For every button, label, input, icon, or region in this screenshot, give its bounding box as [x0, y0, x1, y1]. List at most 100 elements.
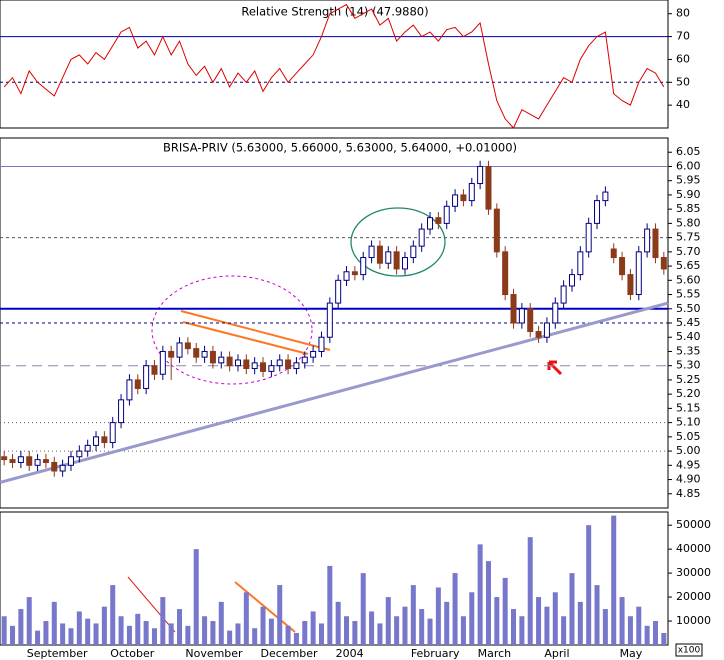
y-tick-label: 6.05 — [676, 145, 701, 158]
volume-panel — [0, 511, 669, 646]
volume-bar — [369, 611, 375, 645]
candle-body — [610, 248, 617, 259]
volume-bar — [151, 628, 157, 645]
annotation-line — [180, 310, 331, 351]
candle-body — [368, 245, 375, 259]
volume-bar — [586, 525, 592, 645]
candle-body — [243, 359, 250, 370]
volume-bar — [202, 616, 208, 645]
candle-body — [401, 257, 408, 270]
candle-body — [226, 356, 233, 367]
y-tick-label: 5.65 — [676, 259, 701, 272]
volume-bar — [110, 585, 116, 645]
candle-body — [410, 245, 417, 259]
x-tick-label: December — [261, 647, 319, 660]
candle-body — [335, 279, 342, 304]
volume-bar — [126, 625, 132, 645]
volume-bar — [519, 616, 525, 645]
candle-body — [168, 350, 175, 358]
volume-bar — [360, 573, 366, 645]
volume-bar — [511, 609, 517, 645]
x-tick-label: November — [185, 647, 243, 660]
y-tick-label: 4.85 — [676, 487, 701, 500]
trendline — [0, 301, 669, 484]
candle-body — [460, 194, 467, 202]
candle-body — [393, 251, 400, 270]
volume-bar — [494, 597, 500, 645]
candle-body — [201, 350, 208, 358]
candle-body — [143, 365, 150, 389]
annotation-ellipse — [151, 275, 313, 385]
candle-body — [376, 245, 383, 264]
volume-bar — [285, 625, 291, 645]
volume-bar — [26, 597, 32, 645]
volume-bar — [502, 577, 508, 645]
candle-body — [59, 464, 66, 472]
y-tick-label: 5.00 — [676, 444, 701, 457]
y-tick-label: 5.40 — [676, 330, 701, 343]
candle-body — [652, 228, 659, 259]
volume-bar — [611, 515, 617, 645]
candle-body — [418, 228, 425, 247]
candle-body — [268, 365, 275, 372]
y-tick-label: 30000 — [676, 566, 711, 579]
y-tick-label: 5.25 — [676, 373, 701, 386]
candle-body — [660, 257, 667, 270]
price-panel — [0, 137, 669, 509]
y-tick-label: 5.50 — [676, 302, 701, 315]
volume-bar — [60, 623, 66, 645]
volume-bar — [652, 621, 658, 645]
candle-body — [109, 422, 116, 444]
x-tick-label: March — [478, 647, 512, 660]
volume-bar — [18, 609, 24, 645]
volume-bar — [118, 616, 124, 645]
y-tick-label: 4.90 — [676, 473, 701, 486]
volume-bar — [252, 628, 258, 645]
volume-bar — [452, 573, 458, 645]
volume-bar — [193, 549, 199, 645]
volume-bar — [544, 606, 550, 645]
volume-bar — [93, 623, 99, 645]
candle-body — [101, 436, 108, 444]
candle-body — [493, 208, 500, 253]
candle-body — [594, 200, 601, 224]
y-tick-label: 70 — [676, 30, 690, 43]
volume-bar — [527, 537, 533, 645]
candle-body — [326, 302, 333, 338]
annotation-line — [127, 576, 176, 633]
candle-body — [360, 257, 367, 276]
volume-bar — [644, 625, 650, 645]
x-tick-label: 2004 — [336, 647, 364, 660]
candle-body — [619, 257, 626, 276]
volume-bar — [561, 616, 567, 645]
x-tick-label: May — [620, 647, 643, 660]
volume-bar — [277, 585, 283, 645]
y-tick-label: 5.20 — [676, 387, 701, 400]
volume-bar — [185, 625, 191, 645]
volume-bar — [260, 606, 266, 645]
volume-bar — [243, 592, 249, 645]
candle-body — [17, 456, 24, 463]
candle-body — [285, 359, 292, 370]
y-tick-label: 5.95 — [676, 174, 701, 187]
candle-body — [502, 251, 509, 296]
candle-body — [351, 271, 358, 276]
volume-bar — [435, 587, 441, 645]
volume-bar — [101, 606, 107, 645]
candle-body — [193, 348, 200, 358]
volume-bar — [218, 601, 224, 645]
y-tick-label: 5.05 — [676, 430, 701, 443]
y-tick-label: 5.90 — [676, 188, 701, 201]
volume-bar — [594, 585, 600, 645]
volume-bar — [318, 623, 324, 645]
y-tick-label: 5.10 — [676, 416, 701, 429]
volume-bar — [636, 606, 642, 645]
volume-bar — [485, 561, 491, 645]
candle-body — [93, 436, 100, 446]
x-tick-label: April — [544, 647, 569, 660]
candle-body — [427, 217, 434, 230]
candle-body — [635, 251, 642, 296]
candle-body — [234, 359, 241, 367]
volume-bar — [1, 616, 7, 645]
